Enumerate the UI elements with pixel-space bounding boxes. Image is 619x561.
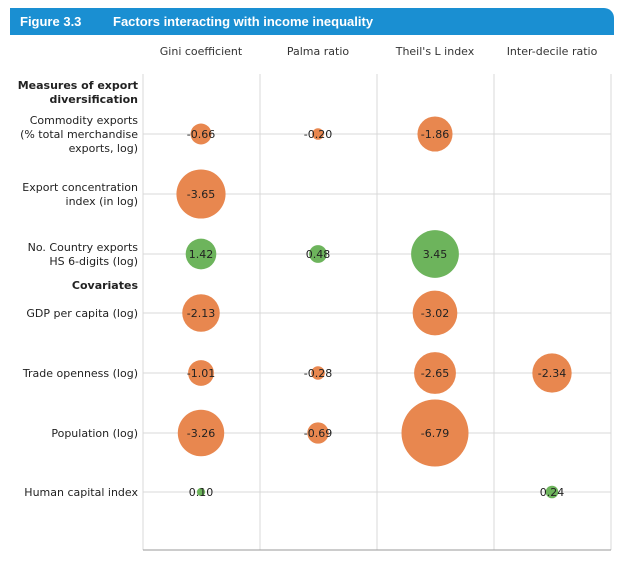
data-label-r5-c0: -2.13: [187, 307, 215, 320]
data-label-r3-c2: 3.45: [423, 248, 448, 261]
bubble-r8-c0: [196, 487, 206, 497]
bubble-r7-c2: [401, 399, 469, 467]
bubble-r6-c2: [414, 352, 456, 394]
data-label-r1-c1: -0.20: [304, 128, 332, 141]
column-header-1: Palma ratio: [287, 45, 350, 58]
data-label-r6-c2: -2.65: [421, 367, 449, 380]
row-label-2: Export concentration: [22, 181, 138, 194]
row-label-3: HS 6-digits (log): [49, 255, 138, 268]
bubble-r1-c1: [312, 128, 324, 140]
data-label-r3-c0: 1.42: [189, 248, 214, 261]
row-label-8: Human capital index: [24, 486, 138, 499]
row-label-5: GDP per capita (log): [26, 307, 138, 320]
bubble-r2-c0: [176, 169, 226, 219]
data-label-r7-c1: -0.69: [304, 427, 332, 440]
figure-number: Figure 3.3: [20, 14, 82, 29]
bubble-r6-c3: [532, 353, 572, 393]
bubble-r1-c2: [417, 116, 453, 152]
row-label-7: Population (log): [51, 427, 138, 440]
data-label-r6-c0: -1.01: [187, 367, 215, 380]
row-heading-0: diversification: [49, 93, 138, 106]
row-label-2: index (in log): [66, 195, 138, 208]
data-label-r6-c1: -0.28: [304, 367, 332, 380]
row-label-1: exports, log): [69, 142, 138, 155]
bubble-r6-c0: [188, 360, 214, 386]
row-heading-0: Measures of export: [18, 79, 138, 92]
bubble-r3-c0: [185, 238, 217, 270]
bubble-r3-c1: [309, 245, 327, 263]
bubble-r7-c1: [307, 422, 329, 444]
column-header-3: Inter-decile ratio: [507, 45, 598, 58]
data-label-r7-c0: -3.26: [187, 427, 215, 440]
data-label-r8-c3: 0.24: [540, 486, 565, 499]
data-label-r3-c1: 0.48: [306, 248, 331, 261]
figure-title: Factors interacting with income inequali…: [113, 14, 374, 29]
column-header-0: Gini coefficient: [160, 45, 243, 58]
bubble-r5-c0: [182, 294, 220, 332]
bubble-r6-c1: [311, 366, 325, 380]
data-label-r2-c0: -3.65: [187, 188, 215, 201]
bubble-r5-c2: [412, 290, 458, 336]
data-label-r6-c3: -2.34: [538, 367, 566, 380]
figure-header: Figure 3.3 Factors interacting with inco…: [10, 8, 614, 35]
data-label-r7-c2: -6.79: [421, 427, 449, 440]
data-label-r8-c0: 0.10: [189, 486, 214, 499]
bubble-r7-c0: [177, 409, 225, 457]
data-label-r1-c2: -1.86: [421, 128, 449, 141]
data-label-r5-c2: -3.02: [421, 307, 449, 320]
data-label-r1-c0: -0.66: [187, 128, 215, 141]
bubble-r8-c3: [545, 485, 559, 499]
row-label-6: Trade openness (log): [22, 367, 138, 380]
row-label-1: Commodity exports: [30, 114, 139, 127]
row-label-1: (% total merchandise: [20, 128, 138, 141]
bubble-r3-c2: [411, 230, 459, 278]
row-heading-4: Covariates: [72, 279, 139, 292]
column-header-2: Theil's L index: [395, 45, 475, 58]
bubble-r1-c0: [190, 123, 212, 145]
row-label-3: No. Country exports: [28, 241, 139, 254]
